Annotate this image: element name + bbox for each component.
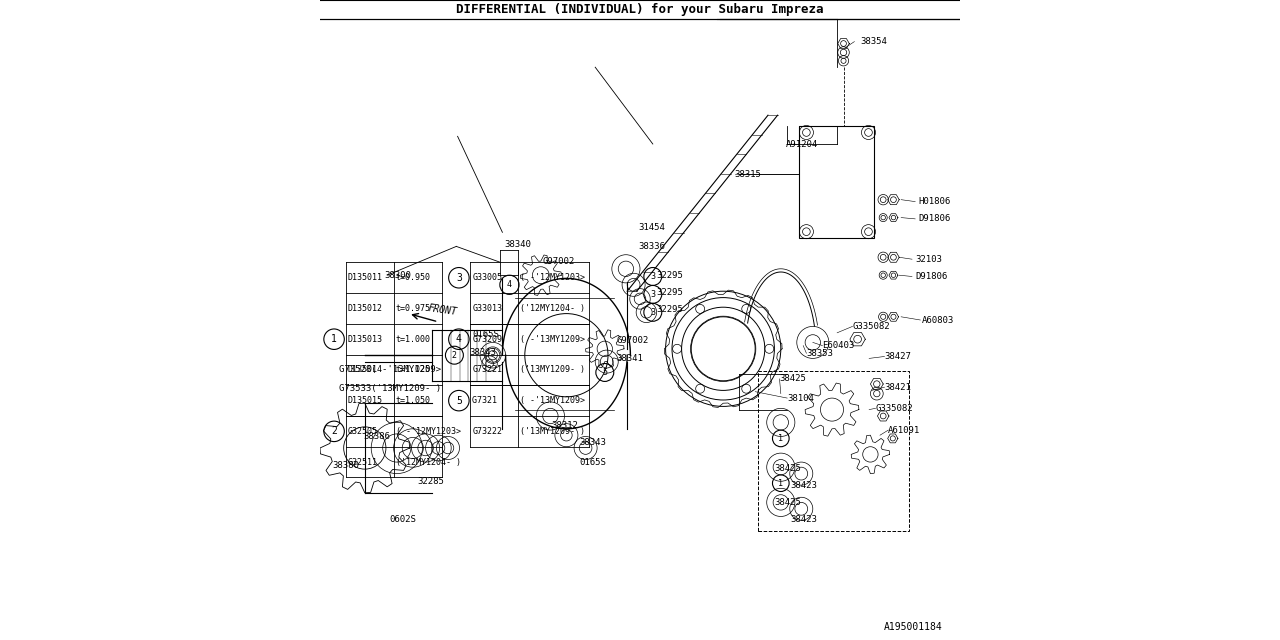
Text: G32511: G32511 (348, 458, 378, 467)
Text: 38300: 38300 (384, 271, 411, 280)
Text: t=1.050: t=1.050 (396, 396, 430, 405)
Text: ('13MY1209- ): ('13MY1209- ) (520, 365, 585, 374)
Text: G97002: G97002 (617, 336, 649, 345)
Text: 38341: 38341 (617, 354, 643, 363)
Text: 38425: 38425 (780, 374, 806, 383)
Text: A91204: A91204 (786, 140, 818, 148)
Text: G335082: G335082 (876, 404, 913, 413)
Bar (799, 126, 874, 238)
Text: 38353: 38353 (806, 349, 833, 358)
Text: D135011: D135011 (348, 273, 383, 282)
Text: G73209: G73209 (472, 335, 502, 344)
Text: 1: 1 (778, 434, 783, 443)
Text: A60803: A60803 (922, 316, 954, 324)
Text: 0165S: 0165S (472, 330, 499, 339)
Text: ('12MY1204- ): ('12MY1204- ) (396, 458, 461, 467)
Text: 1: 1 (778, 479, 783, 488)
Text: ( -'12MY1203>: ( -'12MY1203> (520, 273, 585, 282)
Text: 38380: 38380 (333, 461, 360, 470)
Text: 3: 3 (650, 290, 655, 299)
Text: G73222: G73222 (472, 427, 502, 436)
Text: A195001184: A195001184 (883, 622, 942, 632)
Text: 38425: 38425 (774, 464, 801, 473)
Text: 38423: 38423 (791, 481, 817, 490)
Text: G33005: G33005 (472, 273, 502, 282)
Text: 38343: 38343 (470, 348, 495, 356)
Text: 0165S: 0165S (580, 458, 605, 467)
Text: 38315: 38315 (735, 170, 762, 179)
Text: G97002: G97002 (543, 257, 575, 266)
Text: 38425: 38425 (774, 498, 801, 507)
Text: 38427: 38427 (884, 352, 911, 361)
Text: 38104: 38104 (787, 394, 814, 403)
Text: DIFFERENTIAL (INDIVIDUAL) for your Subaru Impreza: DIFFERENTIAL (INDIVIDUAL) for your Subar… (456, 3, 824, 16)
Text: ( -'13MY1209>: ( -'13MY1209> (520, 396, 585, 405)
Text: 0602S: 0602S (389, 515, 416, 524)
Text: t=0.975: t=0.975 (396, 304, 430, 313)
Text: 38421: 38421 (884, 383, 911, 392)
Text: G7321: G7321 (472, 396, 502, 405)
Text: 5: 5 (603, 368, 607, 377)
Text: ('12MY1204- ): ('12MY1204- ) (520, 304, 585, 313)
Text: 31454: 31454 (637, 223, 664, 232)
Text: 4: 4 (507, 280, 512, 289)
Text: G73221: G73221 (472, 365, 502, 374)
Text: 38340: 38340 (504, 240, 531, 249)
Text: 1: 1 (332, 334, 337, 344)
Text: 4: 4 (456, 334, 462, 344)
Text: 2: 2 (332, 426, 337, 436)
Text: D135012: D135012 (348, 304, 383, 313)
Text: D135014: D135014 (348, 365, 383, 374)
Text: D135015: D135015 (348, 396, 383, 405)
Text: 3: 3 (650, 272, 655, 281)
Text: 3: 3 (650, 308, 655, 317)
Text: E60403: E60403 (823, 341, 855, 350)
Text: G335082: G335082 (852, 322, 890, 331)
Text: A61091: A61091 (888, 426, 920, 435)
Text: H01806: H01806 (919, 197, 951, 206)
Text: 38336: 38336 (637, 242, 664, 251)
Text: 32295: 32295 (657, 288, 682, 297)
Text: 38386: 38386 (364, 432, 390, 441)
Text: G73528( -'13MY1209>: G73528( -'13MY1209> (339, 365, 442, 374)
Text: ('13MY1209- ): ('13MY1209- ) (520, 427, 585, 436)
Text: D135013: D135013 (348, 335, 383, 344)
Text: 32285: 32285 (417, 477, 444, 486)
Text: 32103: 32103 (915, 255, 942, 264)
Text: 32295: 32295 (657, 305, 682, 314)
Text: ( -'13MY1209>: ( -'13MY1209> (520, 335, 585, 344)
Text: 3: 3 (456, 273, 462, 283)
Text: t=0.950: t=0.950 (396, 273, 430, 282)
Text: 38354: 38354 (860, 37, 887, 46)
Text: t=1.025: t=1.025 (396, 365, 430, 374)
Text: 38312: 38312 (552, 421, 579, 430)
Text: ( -'12MY1203>: ( -'12MY1203> (396, 427, 461, 436)
Text: 38343: 38343 (580, 438, 605, 447)
Bar (759, 371, 909, 531)
Text: G32505: G32505 (348, 427, 378, 436)
Text: 5: 5 (456, 396, 462, 406)
Text: 38423: 38423 (791, 515, 817, 524)
Text: 2: 2 (452, 351, 457, 360)
Text: t=1.000: t=1.000 (396, 335, 430, 344)
Text: D91806: D91806 (919, 214, 951, 223)
Text: G73533('13MY1209- ): G73533('13MY1209- ) (339, 384, 442, 393)
Text: D91806: D91806 (915, 272, 947, 281)
Text: FRONT: FRONT (428, 303, 458, 317)
Text: 32295: 32295 (657, 271, 682, 280)
Text: G33013: G33013 (472, 304, 502, 313)
